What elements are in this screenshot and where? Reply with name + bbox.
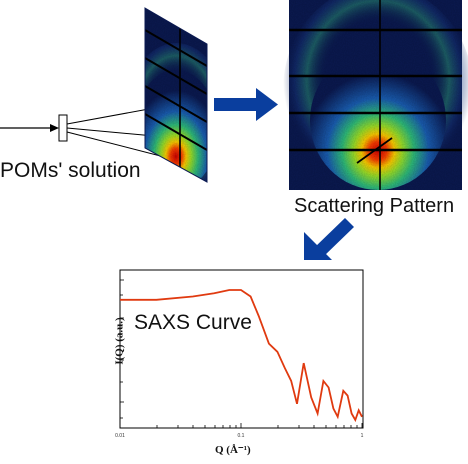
- scattering-pattern-image: [283, 0, 468, 195]
- scattering-pattern-label: Scattering Pattern: [294, 195, 455, 217]
- beam-arrowhead: [50, 124, 59, 132]
- x-tick-label: 0.1: [238, 433, 245, 439]
- solution-label: POMs' solution: [0, 159, 141, 182]
- flow-arrow-right: [214, 88, 278, 121]
- flow-arrow-down-left: [304, 218, 354, 260]
- y-minor-ticks: [120, 279, 124, 419]
- x-axis-label: Q (Å⁻¹): [215, 444, 251, 456]
- plot-frame: [119, 269, 364, 429]
- y-axis-label: I(Q) (a.u.): [113, 317, 126, 365]
- x-tick-labels: 0.01 0.1 1: [115, 433, 363, 439]
- saxs-curve-label: SAXS Curve: [134, 311, 252, 334]
- x-tick-label: 1: [361, 433, 364, 439]
- saxs-plot: 0.01 0.1 1: [115, 269, 364, 439]
- x-ticks: [119, 423, 363, 428]
- saxs-curve-line: [120, 289, 363, 423]
- capillary-icon: [58, 114, 68, 142]
- x-tick-label: 0.01: [115, 433, 125, 439]
